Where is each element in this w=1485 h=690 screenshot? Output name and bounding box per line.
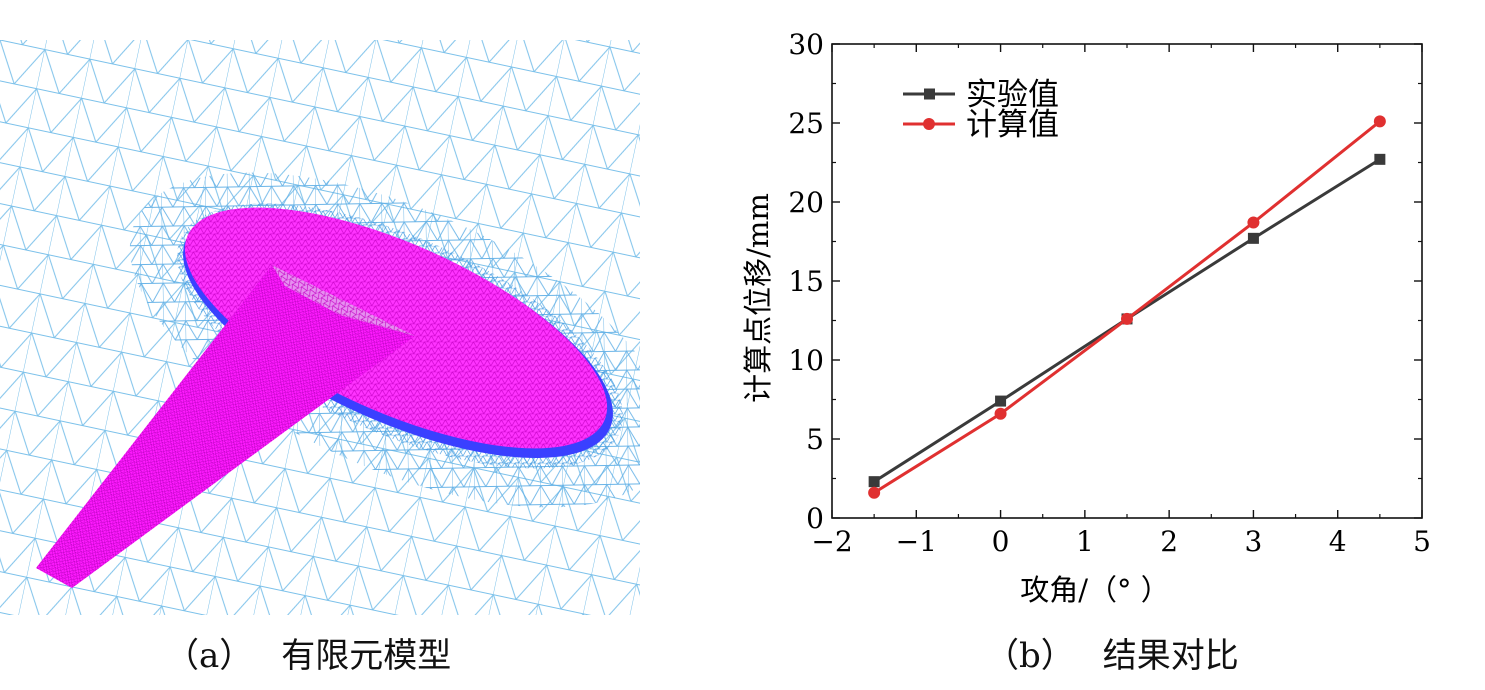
caption-b-text: 结果对比: [1102, 636, 1239, 676]
y-tick-label: 20: [788, 186, 824, 219]
data-point-circle: [994, 407, 1007, 420]
x-tick-label: 1: [1076, 525, 1094, 558]
x-tick-label: −1: [896, 525, 937, 558]
result-comparison-chart: −2 −1 0 1 2 3 4 5 0 5 10 15 20 25 30 实验值 计算值 计算点位移/mm 攻…: [740, 20, 1460, 620]
legend-marker-square: [924, 88, 935, 100]
data-point-circle: [868, 486, 881, 499]
caption-a: （a） 有限元模型: [165, 628, 451, 677]
x-tick-label: 4: [1329, 525, 1347, 558]
x-tick-label: −2: [811, 525, 852, 558]
y-tick-label: 5: [806, 423, 824, 456]
legend-marker-circle: [923, 118, 935, 130]
x-tick-label: 0: [992, 525, 1010, 558]
legend-label-1: 实验值: [966, 77, 1059, 113]
y-tick-label: 25: [788, 107, 824, 140]
y-tick-label: 10: [788, 344, 824, 377]
plot-area-frame: [831, 43, 1423, 519]
data-point-circle: [1247, 216, 1260, 229]
y-axis-label: 计算点位移/mm: [741, 193, 775, 403]
finite-element-model-image: [0, 40, 671, 615]
x-tick-label: 3: [1245, 525, 1263, 558]
data-point-square: [1247, 232, 1259, 244]
x-axis-label: 攻角/（° ）: [1020, 573, 1170, 607]
data-point-square: [868, 476, 880, 488]
series-line-2: [873, 120, 1381, 494]
legend-label-2: 计算值: [966, 107, 1059, 143]
data-point-square: [1374, 153, 1386, 165]
caption-b-label: （b）: [985, 636, 1075, 676]
x-tick-label: 5: [1413, 525, 1431, 558]
y-tick-label: 0: [806, 502, 824, 535]
x-tick-label: 2: [1160, 525, 1178, 558]
data-point-circle: [1121, 312, 1133, 325]
mesh-illustration: [0, 40, 671, 615]
data-point-square: [995, 395, 1007, 407]
caption-a-text: 有限元模型: [281, 636, 452, 676]
caption-a-label: （a）: [165, 636, 254, 676]
data-point-circle: [1373, 115, 1386, 128]
y-tick-label: 15: [788, 265, 824, 298]
caption-b: （b） 结果对比: [985, 628, 1239, 677]
y-tick-label: 30: [788, 28, 824, 61]
